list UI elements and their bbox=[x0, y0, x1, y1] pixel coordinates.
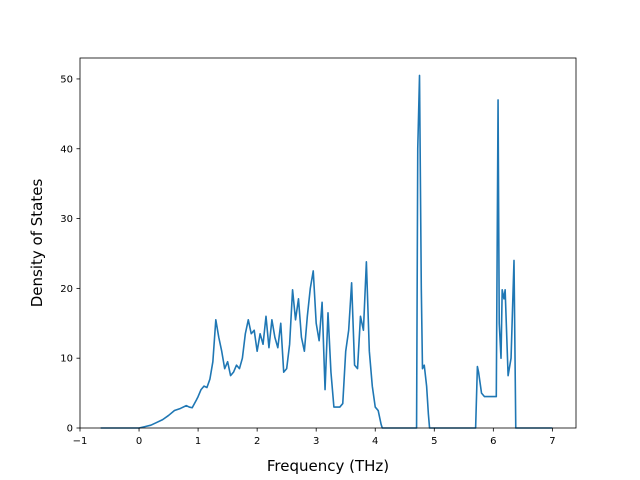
y-tick-label: 10 bbox=[60, 354, 73, 365]
x-tick-label: 3 bbox=[313, 436, 319, 447]
y-tick-label: 0 bbox=[67, 424, 73, 435]
axes-frame bbox=[79, 57, 577, 429]
y-tick-label: 20 bbox=[60, 284, 73, 295]
x-axis-label: Frequency (THz) bbox=[267, 457, 389, 475]
x-tick-label: 5 bbox=[431, 436, 437, 447]
x-tick-label: 6 bbox=[490, 436, 496, 447]
plot-area bbox=[100, 74, 553, 429]
y-tick-label: 50 bbox=[60, 74, 73, 85]
x-tick-label: 2 bbox=[254, 436, 260, 447]
x-tick-label: −1 bbox=[73, 436, 88, 447]
y-tick-label: 40 bbox=[60, 144, 73, 155]
x-tick-label: 0 bbox=[136, 436, 142, 447]
y-tick-label: 30 bbox=[60, 214, 73, 225]
x-tick-label: 4 bbox=[372, 436, 378, 447]
dos-series-line bbox=[100, 74, 553, 429]
y-axis-label: Density of States bbox=[28, 179, 46, 308]
x-tick-label: 1 bbox=[195, 436, 201, 447]
x-tick-label: 7 bbox=[549, 436, 555, 447]
